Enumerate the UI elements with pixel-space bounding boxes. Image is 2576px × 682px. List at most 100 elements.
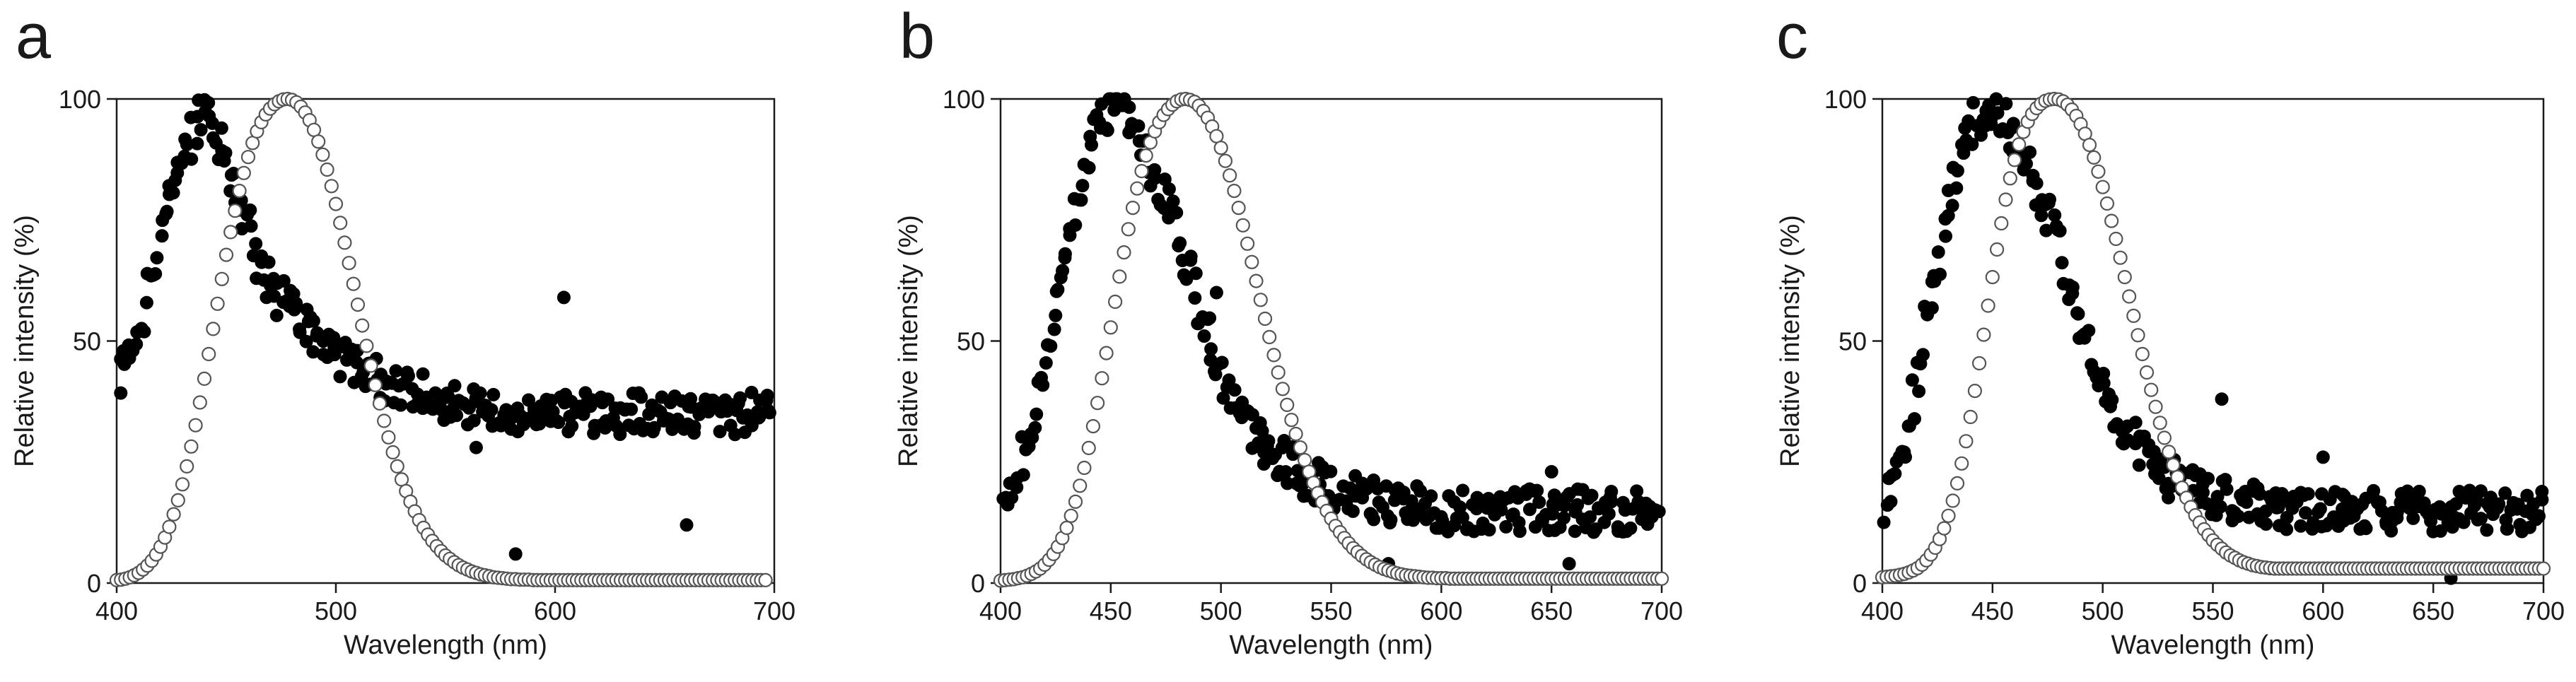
panel-a-y-tick-label: 0: [87, 569, 101, 598]
panel-c-point-open: [2091, 164, 2106, 179]
panel-b-point-filled: [1039, 356, 1053, 370]
panel-a-point-filled: [634, 390, 648, 404]
panel-a-point-open: [320, 162, 334, 177]
panel-b-point-filled: [1530, 483, 1544, 498]
panel-b-point-filled: [1324, 464, 1338, 478]
panel-c-point-open: [1954, 456, 1969, 471]
panel-a-point-filled: [473, 386, 487, 400]
panel-a-point-filled: [333, 370, 347, 384]
panel-a-point-filled: [601, 392, 615, 406]
panel-b-point-filled: [1570, 498, 1585, 512]
panel-c-point-open: [1937, 521, 1952, 536]
panel-c-point-open: [2131, 328, 2145, 343]
panel-a-point-filled: [267, 289, 281, 303]
panel-b-point-open: [1112, 269, 1127, 284]
panel-c-x-tick-label: 650: [2412, 596, 2454, 625]
panel-a-point-open: [192, 395, 207, 410]
panel-a-point-filled: [484, 403, 499, 417]
panel-c-point-filled: [1950, 164, 1964, 178]
panel-b-point-open: [1121, 222, 1136, 237]
panel-b-point-filled: [1602, 507, 1616, 521]
panel-b-point-open: [1059, 520, 1074, 536]
panel-b-point-filled: [1197, 329, 1211, 343]
panel-a-point-filled-outlier: [556, 290, 571, 305]
panel-c-point-filled: [2041, 196, 2056, 210]
panel-a-point-filled: [684, 392, 698, 406]
panel-b-y-tick-label: 50: [957, 327, 985, 356]
panel-b-y-axis-label: Relative intensity (%): [894, 215, 923, 467]
panel-c-point-filled: [1888, 466, 1902, 481]
panel-b-point-filled: [1278, 465, 1293, 479]
panel-c-point-open: [2536, 561, 2551, 576]
panel-c-point-open: [2122, 289, 2137, 304]
panel-b-point-filled: [1557, 511, 1571, 525]
panel-b-point-open: [1271, 365, 1286, 380]
panel-c-x-tick-label: 400: [1861, 596, 1904, 625]
panel-c-y-tick-label: 50: [1838, 327, 1867, 356]
panel-c-point-filled: [2162, 490, 2175, 505]
panel-b-point-open: [1068, 494, 1083, 510]
panel-b-point-filled: [1512, 515, 1526, 529]
panel-a-point-filled: [687, 420, 701, 434]
panel-a-point-open: [184, 439, 199, 454]
panel-c-point-filled: [1945, 199, 1959, 213]
panel-a-point-open: [232, 184, 247, 199]
panel-b-point-filled: [1604, 495, 1619, 509]
panel-a-point-open: [355, 318, 370, 333]
panel-a-x-tick-label: 600: [534, 596, 576, 625]
panel-a-point-filled-outlier: [469, 440, 483, 454]
panel-b-point-open: [1245, 254, 1259, 269]
panel-c-point-open: [2099, 196, 2114, 211]
panel-c-point-open: [1972, 355, 1987, 371]
panel-b-point-filled: [1189, 266, 1203, 281]
panel-b-point-filled: [1162, 182, 1176, 196]
panel-a: a 400 500 600 700 0 50 100 Wavelength (nm) Relat…: [10, 1, 795, 660]
panel-a-point-filled: [448, 379, 462, 393]
panel-a-point-filled: [249, 237, 263, 251]
panel-c-point-open: [1990, 242, 2005, 257]
panel-c-point-open: [2109, 231, 2123, 247]
panel-a-point-filled: [299, 334, 313, 348]
panel-b-point-filled: [1216, 391, 1230, 405]
panel-a-point-open: [170, 493, 185, 508]
panel-c-series-open: [1875, 91, 2551, 584]
panel-a-point-open: [206, 322, 221, 336]
panel-a-point-filled: [565, 419, 579, 433]
panel-b-point-filled: [1100, 121, 1113, 135]
panel-c-point-open: [2148, 399, 2163, 414]
panel-c-point-filled: [1939, 229, 1952, 243]
panel-c-point-filled: [2490, 501, 2505, 515]
panel-c-point-filled: [2417, 496, 2431, 510]
panel-b-point-filled: [1173, 236, 1187, 250]
panel-c-point-filled: [2213, 500, 2227, 514]
panel-c-point-filled: [2201, 471, 2215, 486]
panel-c-point-filled: [2531, 509, 2546, 523]
panel-c-point-open: [1963, 409, 1978, 425]
panel-b-point-open: [1275, 382, 1290, 396]
panel-b-point-open: [1090, 396, 1105, 411]
panel-b-point-filled: [1212, 357, 1226, 371]
panel-a-point-open: [180, 459, 194, 474]
panel-c-point-filled: [2433, 524, 2447, 538]
panel-a-point-filled: [269, 308, 284, 322]
panel-c-plot: 400 450 500 550 600 650 700 0 50 100 Wavelength (n…: [1776, 85, 2565, 660]
panel-b-point-filled: [1170, 206, 1184, 220]
panel-b-point-open: [1103, 320, 1118, 335]
panel-a-point-open: [175, 477, 190, 492]
panel-b-point-filled-outlier: [1544, 465, 1558, 478]
panel-b-point-filled: [1085, 138, 1098, 152]
panel-b-point-open: [1130, 181, 1145, 196]
panel-b-x-tick-label: 600: [1420, 596, 1462, 625]
panel-a-point-filled: [546, 404, 560, 418]
panel-a-point-open: [197, 371, 212, 387]
panel-b-point-open: [1297, 452, 1312, 468]
panel-a-point-open: [236, 165, 251, 180]
panel-c-point-filled: [2449, 497, 2463, 511]
panel-c-point-open: [1998, 192, 2013, 207]
panel-c-point-filled: [2239, 495, 2254, 509]
panel-c-point-filled: [1884, 495, 1898, 509]
panel-b-x-tick-label: 700: [1640, 596, 1683, 625]
panel-b-point-filled: [1266, 452, 1279, 465]
panel-c-point-filled: [2280, 522, 2294, 536]
